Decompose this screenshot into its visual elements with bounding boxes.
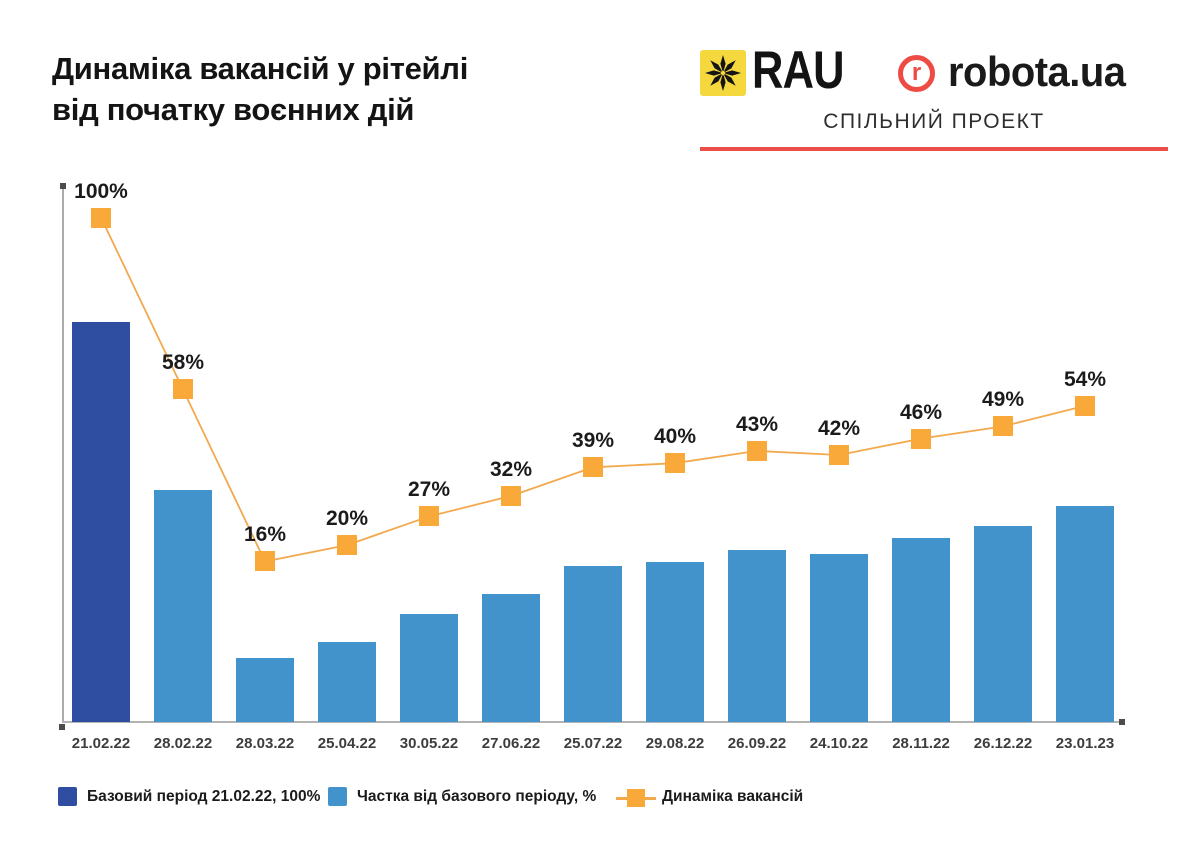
bar xyxy=(974,526,1032,722)
marker-value-label: 43% xyxy=(735,412,779,436)
marker-value-label: 54% xyxy=(1063,367,1107,391)
marker-value-label: 42% xyxy=(817,417,861,440)
marker-value-label: 46% xyxy=(899,400,943,424)
marker-value-label: 58% xyxy=(161,351,205,375)
x-axis-end-cap xyxy=(1119,719,1125,725)
partners-subtitle: СПІЛЬНИЙ ПРОЕКТ xyxy=(823,110,1045,133)
bar xyxy=(564,566,622,722)
marker-value-label: 16% xyxy=(243,523,287,547)
x-axis-label: 26.12.22 xyxy=(973,735,1033,752)
x-axis-label: 24.10.22 xyxy=(809,735,869,752)
partners-block: RAU r robota.ua СПІЛЬНИЙ ПРОЕКТ xyxy=(700,0,1168,170)
x-axis-label: 30.05.22 xyxy=(399,735,459,752)
x-axis-label: 29.08.22 xyxy=(645,735,705,752)
axis-origin-cap xyxy=(59,724,65,730)
x-axis-label: 28.02.22 xyxy=(153,735,213,752)
line-marker xyxy=(337,535,357,556)
line-marker xyxy=(747,440,767,461)
y-axis-top-cap xyxy=(60,183,66,189)
robota-logo-r: r xyxy=(911,58,922,86)
robota-logo-icon: r xyxy=(898,55,935,92)
line-marker xyxy=(501,485,521,506)
bar xyxy=(728,550,786,722)
line-marker xyxy=(829,445,849,465)
x-axis-label: 25.04.22 xyxy=(317,735,377,752)
red-divider xyxy=(700,147,1168,151)
bar xyxy=(892,538,950,722)
bar xyxy=(236,658,294,722)
marker-value-label: 27% xyxy=(407,478,451,502)
line-marker xyxy=(583,457,603,478)
line-marker xyxy=(993,416,1013,437)
line-marker xyxy=(1075,395,1095,416)
marker-value-label: 49% xyxy=(981,388,1025,412)
x-axis-label: 28.03.22 xyxy=(235,735,295,752)
line-marker xyxy=(173,379,193,400)
x-axis-label: 27.06.22 xyxy=(481,735,541,752)
line-marker xyxy=(91,207,111,228)
marker-value-label: 100% xyxy=(74,179,128,203)
marker-value-label: 40% xyxy=(653,425,697,449)
y-axis-line xyxy=(62,186,64,722)
rau-star-icon xyxy=(705,55,741,91)
x-axis-label: 21.02.22 xyxy=(71,735,131,752)
bar xyxy=(318,642,376,722)
bar xyxy=(646,562,704,722)
bar xyxy=(400,614,458,722)
marker-value-label: 39% xyxy=(571,429,615,453)
robota-logo-text: robota.ua xyxy=(948,48,1126,95)
x-axis-label: 25.07.22 xyxy=(563,735,623,752)
page-title-line1: Динаміка вакансій у рітейлі xyxy=(52,51,469,86)
line-marker xyxy=(665,453,685,474)
rau-logo-text: RAU xyxy=(752,41,845,100)
page-title-line2: від початку воєнних дій xyxy=(52,92,415,127)
bar xyxy=(154,490,212,722)
line-marker xyxy=(911,428,931,449)
line-marker xyxy=(255,551,275,572)
x-axis-label: 28.11.22 xyxy=(892,735,950,752)
x-axis-label: 23.01.23 xyxy=(1055,735,1115,752)
line-marker xyxy=(419,506,439,527)
marker-value-label: 20% xyxy=(325,507,369,531)
page-title: Динаміка вакансій у рітейлі від початку … xyxy=(52,48,468,130)
bar xyxy=(810,554,868,722)
x-axis-line xyxy=(62,721,1122,723)
base-period-bar xyxy=(72,322,130,722)
bar xyxy=(1056,506,1114,722)
bar xyxy=(482,594,540,722)
x-axis-label: 26.09.22 xyxy=(727,735,787,752)
rau-logo-icon xyxy=(700,50,746,96)
trend-line xyxy=(100,217,1086,563)
marker-value-label: 32% xyxy=(489,457,533,481)
